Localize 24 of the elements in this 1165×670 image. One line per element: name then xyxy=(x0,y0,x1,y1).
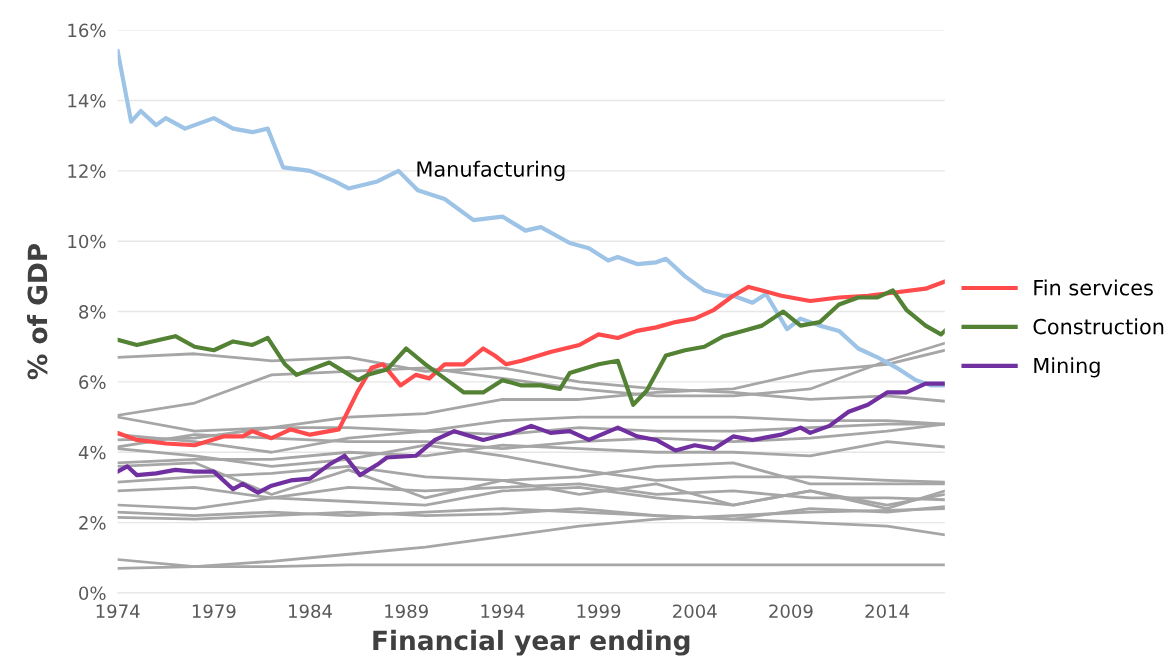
y-tick-label: 10% xyxy=(68,234,106,249)
x-tick-label: 2004 xyxy=(673,604,717,619)
y-tick-label: 8% xyxy=(79,305,106,319)
legend-label: Construction xyxy=(1033,318,1164,335)
x-tick-label: 2009 xyxy=(769,604,813,619)
y-tick-label: 12% xyxy=(68,164,106,178)
x-tick-label: 1974 xyxy=(96,604,140,619)
y-tick-label: 4% xyxy=(78,445,106,460)
x-tick-label: 1984 xyxy=(289,604,332,619)
annotation: Manufacturing xyxy=(417,160,565,181)
x-tick-label: 1999 xyxy=(577,604,621,619)
x-tick-label: 2014 xyxy=(865,604,910,619)
y-tick-label: 16% xyxy=(68,23,106,38)
x-axis-title: Financial year ending xyxy=(373,629,690,656)
y-tick-label: 6% xyxy=(79,375,106,390)
y-axis-title: % of GDP xyxy=(26,243,48,380)
y-tick-label: 2% xyxy=(79,516,106,530)
legend-label: Fin services xyxy=(1034,279,1153,296)
legend-label: Mining xyxy=(1034,357,1100,378)
y-tick-label: 0% xyxy=(79,586,106,601)
x-tick-label: 1994 xyxy=(481,604,525,619)
x-tick-label: 1979 xyxy=(192,604,236,619)
y-tick-label: 14% xyxy=(68,93,106,108)
x-tick-label: 1989 xyxy=(385,604,428,619)
